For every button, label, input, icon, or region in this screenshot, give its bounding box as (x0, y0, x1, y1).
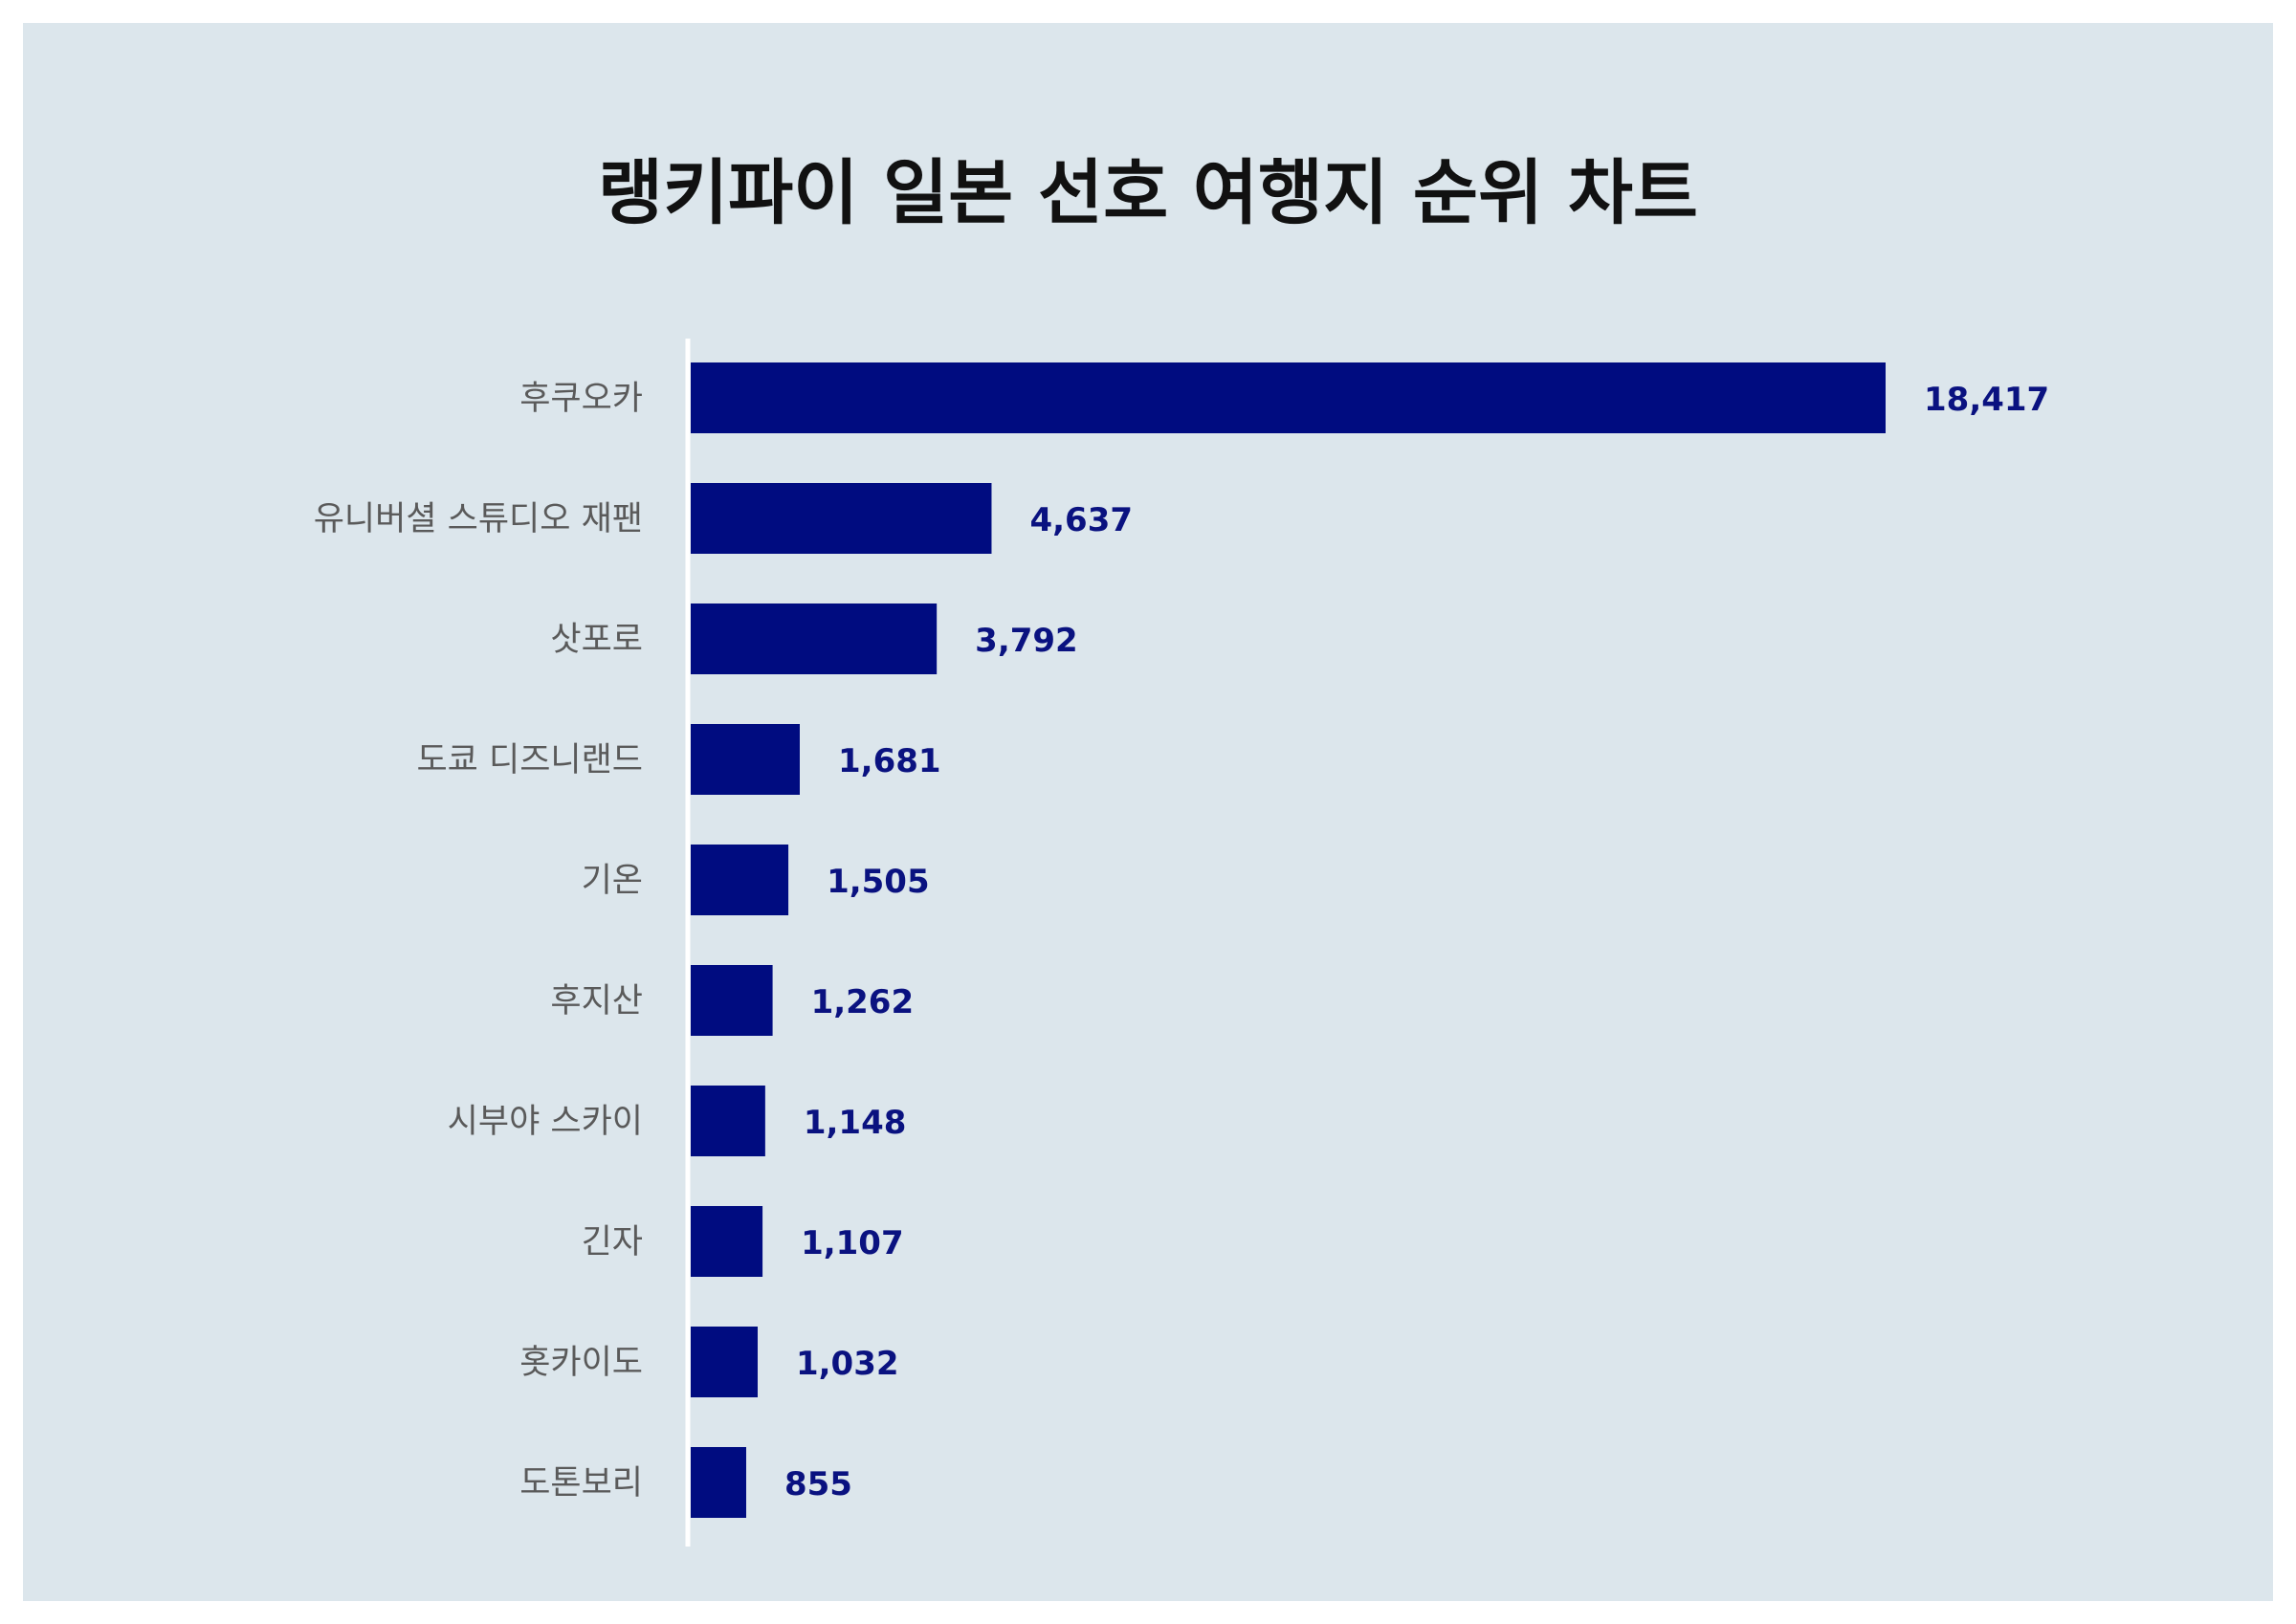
bar-8 (691, 1206, 763, 1277)
bars: 후쿠오카 18,417 유니버셜 스튜디오 재팬 4,637 삿포로 3,792 도쿄 디즈… (314, 362, 2049, 1518)
bar-6 (691, 965, 773, 1036)
category-label-7: 시부야 스카이 (448, 1103, 643, 1141)
category-label-9: 홋카이도 (519, 1344, 643, 1382)
bar-2 (691, 483, 992, 554)
value-label-1: 18,417 (1924, 381, 2049, 419)
value-label-6: 1,262 (811, 983, 915, 1021)
bar-1 (691, 362, 1886, 433)
bar-3 (691, 604, 938, 674)
category-label-3: 삿포로 (550, 621, 643, 659)
chart-title: 랭키파이 일본 선호 여행지 순위 차트 (597, 152, 1698, 234)
value-label-9: 1,032 (796, 1345, 899, 1383)
value-label-4: 1,681 (838, 742, 941, 780)
value-label-2: 4,637 (1029, 501, 1133, 539)
value-label-5: 1,505 (827, 863, 930, 901)
value-label-3: 3,792 (975, 622, 1078, 660)
chart-frame: 랭키파이 일본 선호 여행지 순위 차트 후쿠오카 18,417 유니버셜 스튜디오… (23, 23, 2273, 1601)
category-label-10: 도톤보리 (519, 1464, 643, 1503)
bar-chart: 후쿠오카 18,417 유니버셜 스튜디오 재팬 4,637 삿포로 3,792 도쿄 디즈… (314, 339, 2049, 1547)
bar-5 (691, 845, 789, 915)
value-label-7: 1,148 (804, 1104, 907, 1142)
category-label-5: 기온 (582, 862, 643, 900)
bar-10 (691, 1447, 746, 1518)
bar-9 (691, 1327, 758, 1397)
category-label-4: 도쿄 디즈니랜드 (416, 741, 643, 779)
value-label-8: 1,107 (801, 1224, 904, 1262)
category-label-2: 유니버셜 스튜디오 재팬 (314, 500, 643, 538)
bar-7 (691, 1086, 765, 1156)
value-label-10: 855 (784, 1465, 852, 1503)
category-label-8: 긴자 (582, 1223, 643, 1262)
bar-4 (691, 724, 801, 795)
category-label-6: 후지산 (550, 982, 643, 1020)
category-label-1: 후쿠오카 (519, 380, 643, 418)
